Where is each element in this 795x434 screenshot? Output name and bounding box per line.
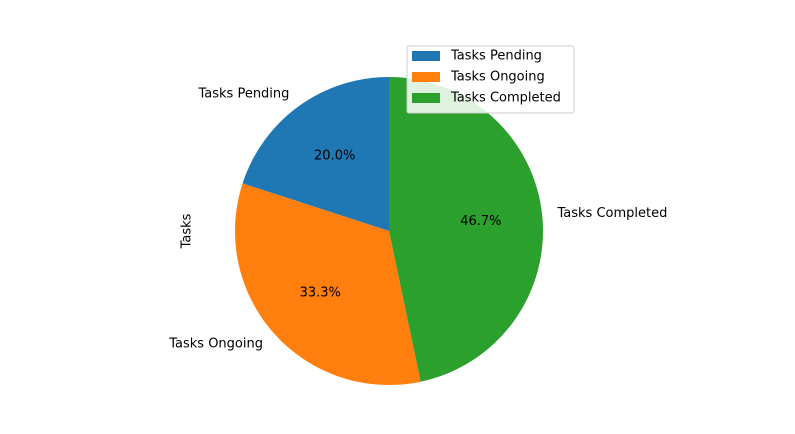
slice-labels: Tasks Pending Tasks Ongoing Tasks Complete…	[168, 86, 667, 351]
legend-swatch-tasks-pending	[412, 51, 440, 61]
slice-label-tasks-pending: Tasks Pending	[197, 86, 289, 101]
legend-label-tasks-ongoing: Tasks Ongoing	[450, 70, 545, 85]
slice-percent-tasks-pending: 20.0%	[314, 149, 355, 164]
pie-slice-tasks-pending	[242, 77, 389, 231]
pie-slice-tasks-ongoing	[235, 183, 421, 385]
slice-percent-labels: 20.0% 33.3% 46.7%	[300, 149, 502, 301]
slice-percent-tasks-ongoing: 33.3%	[300, 285, 341, 300]
legend-label-tasks-completed: Tasks Completed	[450, 91, 561, 106]
slice-percent-tasks-completed: 46.7%	[460, 214, 501, 229]
legend-swatch-tasks-completed	[412, 93, 440, 103]
legend-label-tasks-pending: Tasks Pending	[450, 49, 542, 64]
y-axis-label: Tasks	[180, 213, 195, 249]
legend-swatch-tasks-ongoing	[412, 72, 440, 82]
slice-label-tasks-ongoing: Tasks Ongoing	[168, 337, 263, 352]
slice-label-tasks-completed: Tasks Completed	[556, 206, 667, 221]
pie-slice-tasks-completed	[389, 77, 543, 382]
legend: Tasks Pending Tasks Ongoing Tasks Complete…	[406, 45, 575, 114]
pie-slices	[235, 77, 543, 385]
legend-frame	[406, 45, 575, 114]
